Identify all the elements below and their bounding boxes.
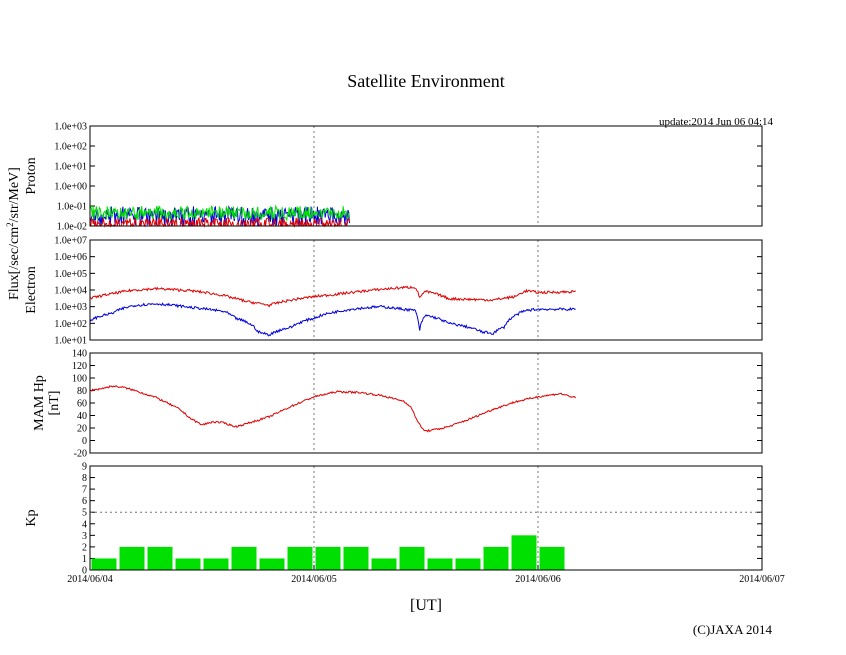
y-tick-label: 80: [77, 386, 87, 397]
y-tick-label: 1.0e+03: [54, 302, 87, 313]
panels: 1.0e-02 1.0e-01 1.0e+00 1.0e+01 1.0e+02 1.0e+…: [24, 122, 785, 586]
kp-bar: [399, 546, 425, 570]
kp-bar: [539, 546, 565, 570]
y-tick-label: 1.0e+00: [54, 182, 87, 193]
kp-bar: [455, 558, 481, 570]
series-line-green: [89, 204, 350, 222]
shared-flux-ylabel: Flux[/sec/cm2/str/MeV]: [5, 167, 22, 300]
y-tick-label: 1.0e+01: [54, 162, 87, 173]
flux-label-tail: /str/MeV]: [7, 167, 22, 222]
x-tick-label: 2014/06/07: [739, 574, 785, 585]
copyright: (C)JAXA 2014: [693, 622, 773, 637]
y-tick-label: 20: [77, 424, 87, 435]
y-tick-label: 9: [82, 462, 87, 473]
panel-frame: [89, 465, 763, 571]
y-tick-label: 2: [82, 542, 87, 553]
kp-bar: [203, 558, 229, 570]
panel-frame: [89, 239, 763, 341]
kp-bar: [343, 546, 369, 570]
y-tick-label: 8: [82, 473, 87, 484]
y-tick-label: 120: [72, 361, 87, 372]
kp-bar: [427, 558, 453, 570]
y-tick-label: 1.0e+04: [54, 286, 87, 297]
y-tick-label: 1.0e+07: [54, 236, 87, 247]
kp-bar: [259, 558, 285, 570]
series-line-red: [89, 285, 576, 308]
y-tick-label: 6: [82, 496, 87, 507]
x-axis-label: [UT]: [410, 597, 442, 614]
panel-ylabel: Electron: [24, 266, 39, 313]
y-tick-label: 40: [77, 411, 87, 422]
panel-frame: [89, 352, 763, 454]
y-tick-label: 1.0e+02: [54, 142, 87, 153]
kp-bar: [511, 535, 537, 570]
x-tick-label: 2014/06/05: [291, 574, 337, 585]
y-tick-label: 100: [72, 374, 87, 385]
series-line-blue: [89, 302, 576, 337]
x-tick-label: 2014/06/06: [515, 574, 561, 585]
kp-bar: [119, 546, 145, 570]
y-tick-label: 7: [82, 485, 87, 496]
y-tick-label: 5: [82, 508, 87, 519]
panel-frame: [89, 125, 763, 227]
flux-label-sup: 2: [5, 222, 15, 227]
kp-bar: [371, 558, 397, 570]
panel-ylabel: Proton: [24, 157, 39, 194]
y-tick-label: 1.0e+06: [54, 252, 87, 263]
y-tick-label: 140: [72, 349, 87, 360]
panel-ylabel: MAM Hp: [32, 375, 47, 431]
y-tick-label: 1: [82, 554, 87, 565]
kp-bar: [231, 546, 257, 570]
kp-bar: [483, 546, 509, 570]
x-tick-label: 2014/06/04: [67, 574, 113, 585]
chart-title: Satellite Environment: [347, 71, 504, 91]
y-tick-label: 1.0e-01: [57, 202, 87, 213]
y-tick-label: 3: [82, 531, 87, 542]
kp-bar: [147, 546, 173, 570]
y-tick-label: -20: [74, 449, 87, 460]
panel-ylabel: Kp: [24, 509, 39, 526]
flux-label-main: Flux[/sec/cm: [7, 227, 22, 300]
y-tick-label: 4: [82, 519, 87, 530]
update-timestamp: update:2014 Jun 06 04:14: [659, 116, 773, 128]
y-tick-label: 1.0e+03: [54, 122, 87, 133]
y-tick-label: 60: [77, 399, 87, 410]
kp-bar: [287, 546, 313, 570]
y-tick-label: 0: [82, 566, 87, 577]
panel-ylabel-unit: [nT]: [47, 391, 62, 416]
y-tick-label: 1.0e+02: [54, 319, 87, 330]
kp-bar: [91, 558, 117, 570]
y-tick-label: 1.0e-02: [57, 222, 87, 233]
y-tick-label: 0: [82, 436, 87, 447]
series-line-red: [89, 385, 576, 433]
kp-bar: [315, 546, 341, 570]
kp-bar: [175, 558, 201, 570]
y-tick-label: 1.0e+01: [54, 336, 87, 347]
y-tick-label: 1.0e+05: [54, 269, 87, 280]
